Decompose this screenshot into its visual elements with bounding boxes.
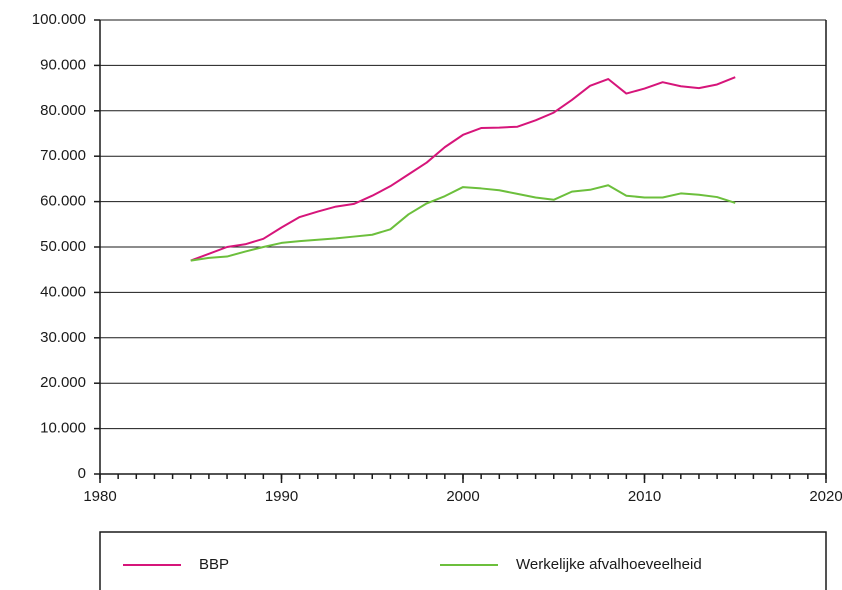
y-tick-label: 100.000 — [32, 11, 86, 28]
line-series — [190, 184, 736, 262]
x-tick-label: 2010 — [628, 488, 661, 505]
legend-label: BBP — [199, 556, 229, 573]
y-tick-label: 50.000 — [40, 238, 86, 255]
x-tick-label: 2020 — [809, 488, 842, 505]
y-tick-label: 60.000 — [40, 193, 86, 210]
y-tick-label: 80.000 — [40, 102, 86, 119]
y-tick-label: 40.000 — [40, 283, 86, 300]
y-tick-label: 70.000 — [40, 147, 86, 164]
line-series — [190, 76, 736, 262]
y-tick-label: 20.000 — [40, 374, 86, 391]
legend-box — [99, 531, 827, 590]
y-tick-label: 0 — [78, 465, 86, 482]
y-tick-label: 10.000 — [40, 420, 86, 437]
x-tick-label: 1990 — [265, 488, 298, 505]
x-tick-label: 1980 — [83, 488, 116, 505]
x-tick-label: 2000 — [446, 488, 479, 505]
y-tick-label: 30.000 — [40, 329, 86, 346]
y-tick-label: 90.000 — [40, 56, 86, 73]
legend-label: Werkelijke afvalhoeveelheid — [516, 556, 702, 573]
